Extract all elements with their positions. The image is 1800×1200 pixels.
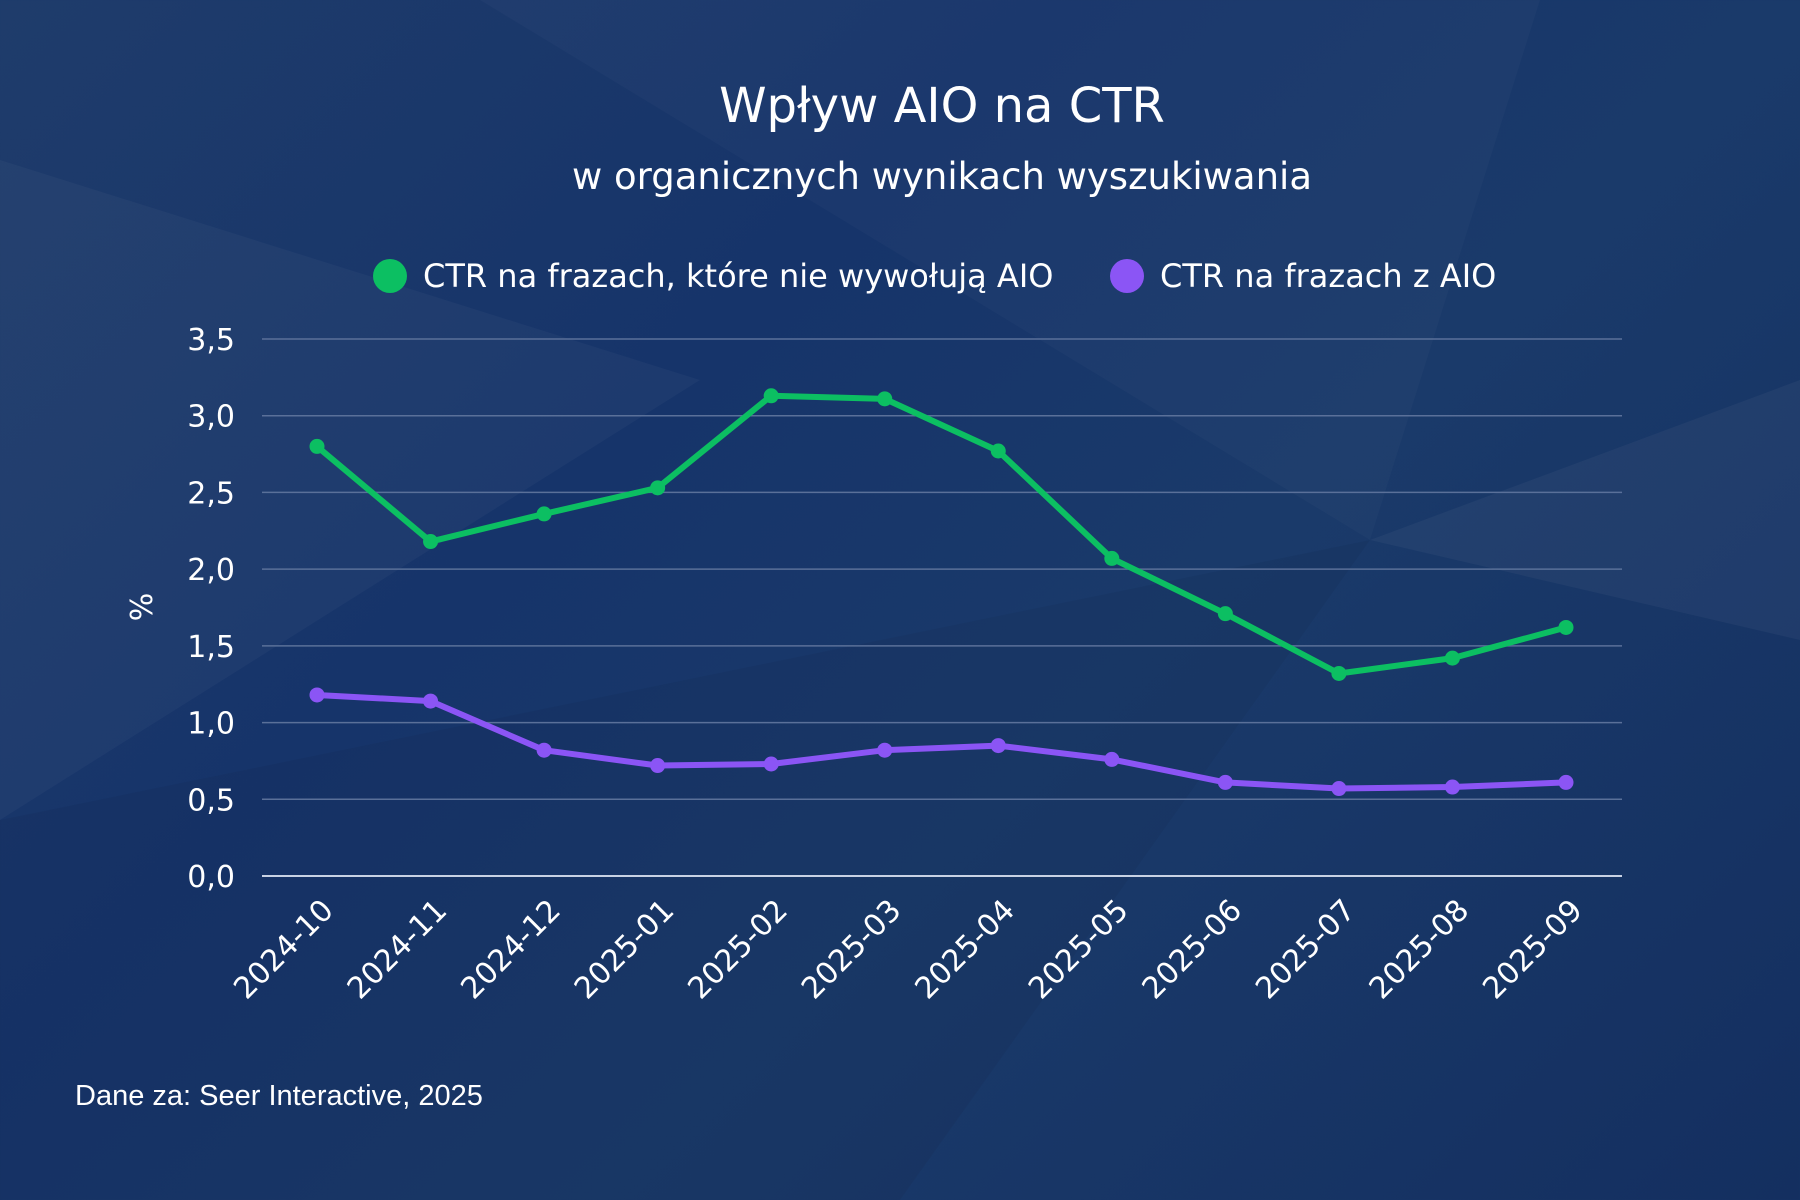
data-point	[1444, 650, 1460, 666]
data-point	[1217, 774, 1233, 790]
x-tick-label: 2025-07	[1249, 893, 1362, 1006]
data-point	[877, 391, 893, 407]
source-note: Dane za: Seer Interactive, 2025	[75, 1080, 483, 1112]
legend-label: CTR na frazach z AIO	[1160, 257, 1496, 295]
data-point	[536, 506, 552, 522]
x-tick-label: 2025-09	[1476, 893, 1589, 1006]
y-tick-label: 3,5	[187, 323, 235, 358]
x-tick-label: 2024-10	[227, 893, 340, 1006]
data-point	[309, 687, 325, 703]
chart-subtitle: w organicznych wynikach wyszukiwania	[571, 155, 1313, 198]
data-point	[650, 480, 666, 496]
y-axis-label: %	[125, 593, 160, 622]
data-point	[990, 738, 1006, 754]
data-point	[990, 443, 1006, 459]
data-point	[1558, 774, 1574, 790]
data-point	[1331, 781, 1347, 797]
data-point	[650, 758, 666, 774]
data-point	[536, 742, 552, 758]
y-tick-label: 0,0	[187, 860, 235, 895]
y-tick-label: 3,0	[187, 400, 235, 435]
data-point	[423, 693, 439, 709]
x-tick-label: 2024-11	[341, 893, 454, 1006]
data-point	[1217, 606, 1233, 622]
data-point	[763, 388, 779, 404]
data-point	[1104, 550, 1120, 566]
data-point	[1104, 751, 1120, 767]
legend-marker	[373, 259, 407, 293]
x-tick-label: 2025-02	[681, 893, 794, 1006]
x-tick-label: 2025-04	[909, 893, 1022, 1006]
x-tick-label: 2025-06	[1136, 893, 1249, 1006]
legend-marker	[1110, 259, 1144, 293]
data-point	[1558, 619, 1574, 635]
data-point	[309, 438, 325, 454]
data-point	[1444, 779, 1460, 795]
data-point	[423, 534, 439, 550]
series-line-1	[316, 691, 1567, 792]
x-tick-label: 2025-05	[1022, 893, 1135, 1006]
y-tick-label: 1,5	[187, 630, 235, 665]
data-point	[763, 756, 779, 772]
x-tick-label: 2025-08	[1363, 893, 1476, 1006]
y-tick-label: 2,5	[187, 476, 235, 511]
series-line-0	[315, 392, 1567, 677]
y-tick-label: 2,0	[187, 553, 235, 588]
data-point	[1331, 665, 1347, 681]
x-tick-label: 2025-01	[568, 893, 681, 1006]
chart-title: Wpływ AIO na CTR	[719, 78, 1165, 134]
y-tick-label: 0,5	[187, 783, 235, 818]
y-tick-label: 1,0	[187, 707, 235, 742]
data-point	[877, 742, 893, 758]
x-tick-label: 2025-03	[795, 893, 908, 1006]
x-tick-label: 2024-12	[454, 893, 567, 1006]
legend-label: CTR na frazach, które nie wywołują AIO	[423, 257, 1053, 295]
